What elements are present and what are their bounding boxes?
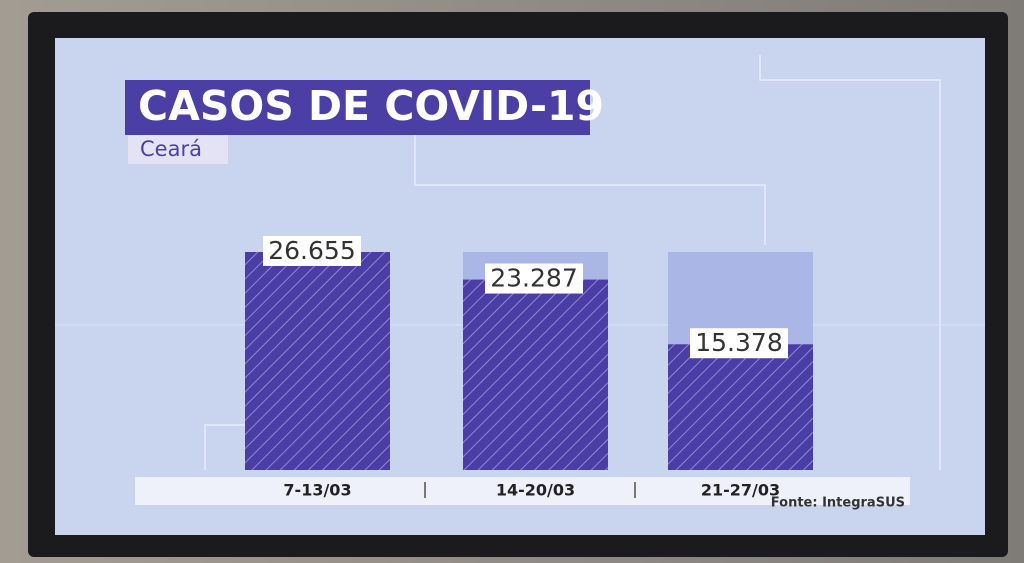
source: Fonte: IntegraSUS (771, 496, 905, 511)
value-label-box (690, 328, 788, 359)
title-box (125, 80, 590, 135)
chart-title: CASOS DE COVID-19 (138, 82, 604, 130)
bar (463, 279, 608, 470)
value-label: 15.378 (695, 328, 782, 357)
value-label-box (485, 263, 583, 294)
x-tick-label: 21-27/03 (701, 481, 780, 500)
value-label: 26.655 (268, 236, 355, 265)
value-label-box (263, 236, 361, 266)
chart-subtitle: Ceará (140, 137, 202, 161)
bar (668, 344, 813, 470)
value-label: 23.287 (490, 264, 577, 293)
x-tick-label: 7-13/03 (283, 481, 351, 500)
x-tick-label: 14-20/03 (496, 481, 575, 500)
subtitle-box (128, 135, 228, 164)
category-strip (135, 477, 910, 505)
bar (245, 252, 390, 470)
